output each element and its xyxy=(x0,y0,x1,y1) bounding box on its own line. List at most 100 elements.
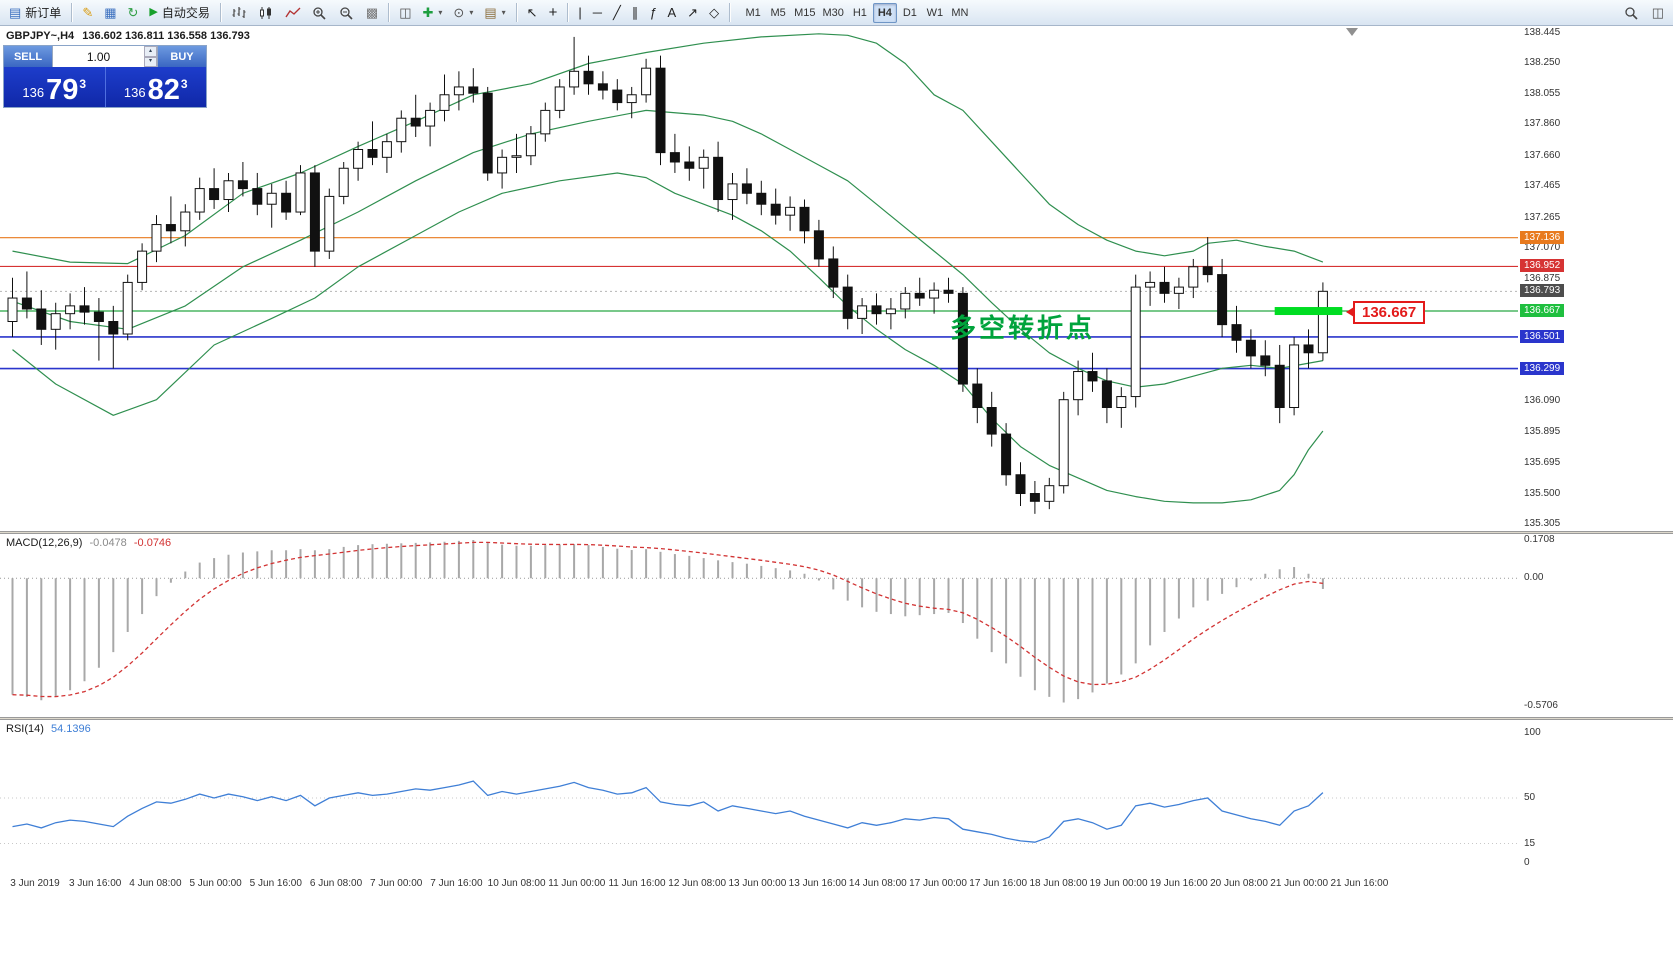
crosshair-button[interactable]: + xyxy=(544,2,563,24)
quote-line: GBPJPY~,H4 136.602 136.811 136.558 136.7… xyxy=(6,30,255,42)
fibonacci-icon: ƒ xyxy=(649,5,657,20)
price-badge: 136.299 xyxy=(1520,361,1565,375)
text-icon: A xyxy=(667,5,677,20)
tile-windows-button[interactable]: ◫ xyxy=(394,2,416,24)
timeframe-m5-button[interactable]: M5 xyxy=(766,3,790,23)
time-axis-label: 6 Jun 08:00 xyxy=(309,878,363,889)
shapes-button[interactable]: ◇ xyxy=(704,2,724,24)
sell-price-pip: 3 xyxy=(79,77,87,91)
cursor-button[interactable]: ↖ xyxy=(522,2,543,24)
channel-icon: ∥ xyxy=(631,5,639,20)
sell-price[interactable]: 136 79 3 xyxy=(4,67,105,107)
time-axis[interactable]: 3 Jun 2019 3 Jun 16:00 4 Jun 08:00 5 Jun 00… xyxy=(0,874,1673,896)
search-button[interactable] xyxy=(1619,2,1645,24)
time-axis-label: 13 Jun 00:00 xyxy=(728,878,787,889)
indicators-button[interactable]: ✚ ▾ xyxy=(418,2,448,24)
horizontal-line-button[interactable]: ─ xyxy=(588,2,607,24)
shapes-icon: ◇ xyxy=(709,5,720,20)
price-badge: 136.667 xyxy=(1520,304,1565,318)
crosshair-icon: + xyxy=(548,4,558,21)
grid-button[interactable]: ▩ xyxy=(361,2,383,24)
timeframe-d1-button[interactable]: D1 xyxy=(898,3,922,23)
time-axis-label: 3 Jun 16:00 xyxy=(69,878,122,889)
axis-tick: 0 xyxy=(1524,857,1530,868)
autotrading-button[interactable]: ▶ 自动交易 xyxy=(144,2,214,24)
buy-button[interactable]: BUY xyxy=(158,46,206,67)
chevron-down-icon: ▾ xyxy=(438,8,443,17)
chevron-down-icon: ▾ xyxy=(501,8,506,17)
chevron-down-icon: ▾ xyxy=(469,8,474,17)
autotrading-icon: ▶ xyxy=(149,6,158,18)
price-axis[interactable]: 138.445 138.250 138.055 137.860 137.660 137.4… xyxy=(1518,26,1673,874)
macd-panel-divider[interactable] xyxy=(0,531,1673,534)
indicators-icon: ✚ xyxy=(422,5,434,20)
vertical-line-button[interactable]: | xyxy=(573,2,586,24)
timeframe-m30-button[interactable]: M30 xyxy=(819,3,846,23)
volume-input[interactable]: 1.00 ▴ ▾ xyxy=(52,46,158,67)
axis-tick: 135.305 xyxy=(1524,518,1561,529)
zoom-in-button[interactable] xyxy=(307,2,333,24)
price-callout-label[interactable]: 136.667 xyxy=(1346,301,1426,324)
vertical-line-icon: | xyxy=(578,5,582,20)
channel-button[interactable]: ∥ xyxy=(627,2,644,24)
timeframe-h1-button[interactable]: H1 xyxy=(848,3,872,23)
templates-button[interactable]: ▤ ▾ xyxy=(479,2,510,24)
line-chart-icon xyxy=(285,7,301,17)
cursor-icon: ↖ xyxy=(526,5,538,20)
buy-price[interactable]: 136 82 3 xyxy=(106,67,207,107)
axis-tick: 137.265 xyxy=(1524,211,1561,223)
candlestick-chart-button[interactable] xyxy=(253,2,279,24)
axis-tick: 136.875 xyxy=(1524,272,1561,284)
macd-label: MACD(12,26,9) xyxy=(6,537,83,549)
trendline-button[interactable]: ╱ xyxy=(608,2,626,24)
volume-up-button[interactable]: ▴ xyxy=(144,46,157,57)
toolbar-separator xyxy=(71,3,73,22)
volume-down-button[interactable]: ▾ xyxy=(144,56,157,67)
time-axis-label: 19 Jun 00:00 xyxy=(1089,878,1148,889)
macd-value-signal: -0.0746 xyxy=(133,537,172,549)
bar-chart-button[interactable] xyxy=(226,2,252,24)
axis-tick: 137.660 xyxy=(1524,149,1561,161)
horizontal-line-icon: ─ xyxy=(592,5,602,20)
axis-tick: 135.895 xyxy=(1524,425,1561,437)
new-chart-button[interactable]: ▦ xyxy=(99,2,121,24)
axis-tick: 15 xyxy=(1524,837,1536,849)
rsi-value: 54.1396 xyxy=(50,723,91,735)
time-axis-label: 13 Jun 16:00 xyxy=(788,878,847,889)
axis-tick: 137.465 xyxy=(1524,180,1561,192)
timeframe-h4-button[interactable]: H4 xyxy=(872,2,897,23)
sell-price-prefix: 136 xyxy=(22,85,45,100)
toolbar-separator xyxy=(388,3,390,22)
metaeditor-button[interactable]: ✎ xyxy=(77,2,98,24)
layout-button[interactable]: ◫ xyxy=(1647,2,1669,24)
timeframe-mn-button[interactable]: MN xyxy=(948,3,972,23)
line-chart-button[interactable] xyxy=(280,2,306,24)
sell-button[interactable]: SELL xyxy=(4,46,52,67)
trendline-icon: ╱ xyxy=(612,5,621,20)
rsi-panel-divider[interactable] xyxy=(0,717,1673,720)
timeframe-m15-button[interactable]: M15 xyxy=(791,3,818,23)
new-order-button[interactable]: ▤ 新订单 xyxy=(4,2,66,24)
refresh-button[interactable]: ↻ xyxy=(123,2,144,24)
time-axis-label: 18 Jun 08:00 xyxy=(1029,878,1088,889)
tile-windows-icon: ◫ xyxy=(399,5,412,20)
layout-icon: ◫ xyxy=(1651,5,1664,20)
time-axis-label: 19 Jun 16:00 xyxy=(1149,878,1208,889)
zoom-out-button[interactable] xyxy=(334,2,360,24)
price-divider xyxy=(104,67,106,107)
chart-annotation-text[interactable]: 多空转折点 xyxy=(950,313,1096,343)
timeframe-m1-button[interactable]: M1 xyxy=(741,3,765,23)
timeframe-w1-button[interactable]: W1 xyxy=(923,3,947,23)
arrows-button[interactable]: ↗ xyxy=(682,2,703,24)
periods-button[interactable]: ⊙ ▾ xyxy=(448,2,478,24)
axis-tick: 50 xyxy=(1524,792,1536,803)
buy-price-prefix: 136 xyxy=(123,85,146,100)
templates-icon: ▤ xyxy=(484,5,497,20)
new-order-icon: ▤ xyxy=(9,5,22,20)
zoom-in-icon xyxy=(313,6,326,20)
sell-price-big: 79 xyxy=(46,74,79,106)
fibonacci-button[interactable]: ƒ xyxy=(644,2,661,24)
axis-tick: 0.00 xyxy=(1524,572,1544,584)
text-button[interactable]: A xyxy=(663,2,682,24)
